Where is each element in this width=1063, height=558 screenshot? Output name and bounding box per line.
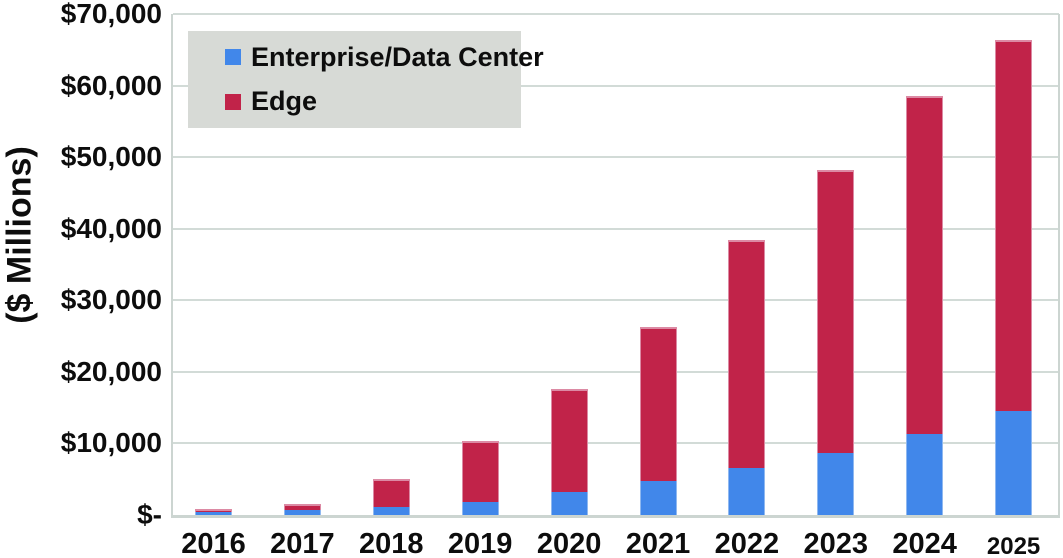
gridline	[173, 156, 1059, 159]
bar-segment-edge-2024	[906, 96, 944, 435]
gridline	[173, 13, 1059, 15]
legend-label-edge: Edge	[251, 86, 318, 117]
x-axis-tick-label-2017: 2017	[270, 528, 335, 558]
bar-segment-edge-2016	[195, 509, 232, 513]
x-axis-tick-label-2016: 2016	[181, 528, 246, 558]
legend-swatch-enterprise-icon	[225, 49, 241, 66]
bar-segment-enterprise-2016	[195, 512, 232, 515]
x-axis-tick-label-2022: 2022	[714, 528, 780, 558]
legend-swatch-edge-icon	[225, 93, 241, 110]
gridline	[173, 84, 1059, 87]
bar-segment-enterprise-2019	[461, 502, 499, 515]
y-axis-tick-label: $-	[137, 499, 162, 530]
bar-segment-edge-2025	[995, 40, 1033, 412]
gridline	[173, 299, 1059, 302]
bar-segment-edge-2022	[728, 240, 766, 469]
gridline	[173, 442, 1059, 445]
x-axis-line	[171, 515, 1060, 518]
x-axis-tick-label-2021: 2021	[625, 528, 691, 558]
bar-segment-enterprise-2023	[817, 453, 855, 515]
bar-segment-edge-2018	[372, 479, 410, 508]
y-axis-tick-label: $50,000	[60, 141, 162, 173]
x-axis-tick-label-2024: 2024	[892, 528, 957, 558]
x-axis-tick-label-2023: 2023	[803, 528, 869, 558]
bar-segment-edge-2017	[283, 503, 321, 510]
bar-segment-edge-2020	[550, 389, 588, 493]
bar-segment-edge-2023	[817, 170, 855, 454]
gridline	[173, 227, 1059, 230]
bar-segment-enterprise-2020	[550, 492, 588, 515]
bar-segment-enterprise-2024	[906, 434, 944, 515]
legend-item-enterprise-data-center: Enterprise/Data Center	[225, 42, 544, 73]
x-axis-tick-label-2019: 2019	[447, 528, 513, 558]
legend-label-enterprise: Enterprise/Data Center	[251, 41, 544, 72]
y-axis-tick-label: $60,000	[60, 69, 162, 101]
legend-item-edge: Edge	[225, 86, 521, 117]
bar-segment-enterprise-2018	[372, 507, 410, 515]
bar-segment-edge-2021	[639, 326, 677, 481]
bar-segment-enterprise-2021	[639, 480, 677, 515]
x-axis-tick-label-2020: 2020	[536, 528, 602, 558]
bar-segment-enterprise-2017	[283, 509, 321, 515]
bar-segment-edge-2019	[461, 440, 499, 503]
legend: Enterprise/Data Center Edge	[188, 31, 544, 128]
bar-segment-enterprise-2022	[728, 468, 766, 515]
y-axis-tick-label: $70,000	[60, 0, 162, 29]
y-axis-tick-label: $30,000	[60, 284, 162, 316]
y-axis-tick-label: $10,000	[60, 427, 162, 459]
x-axis-tick-label-2018: 2018	[359, 528, 424, 558]
x-axis-tick-label-2025: 2025	[986, 533, 1041, 558]
y-axis-line	[171, 14, 173, 517]
plot-right-border	[1058, 14, 1060, 517]
gridline	[173, 370, 1059, 373]
y-axis-tick-label: $20,000	[60, 355, 162, 387]
y-axis-tick-label: $40,000	[60, 212, 162, 244]
bar-segment-enterprise-2025	[995, 411, 1033, 515]
